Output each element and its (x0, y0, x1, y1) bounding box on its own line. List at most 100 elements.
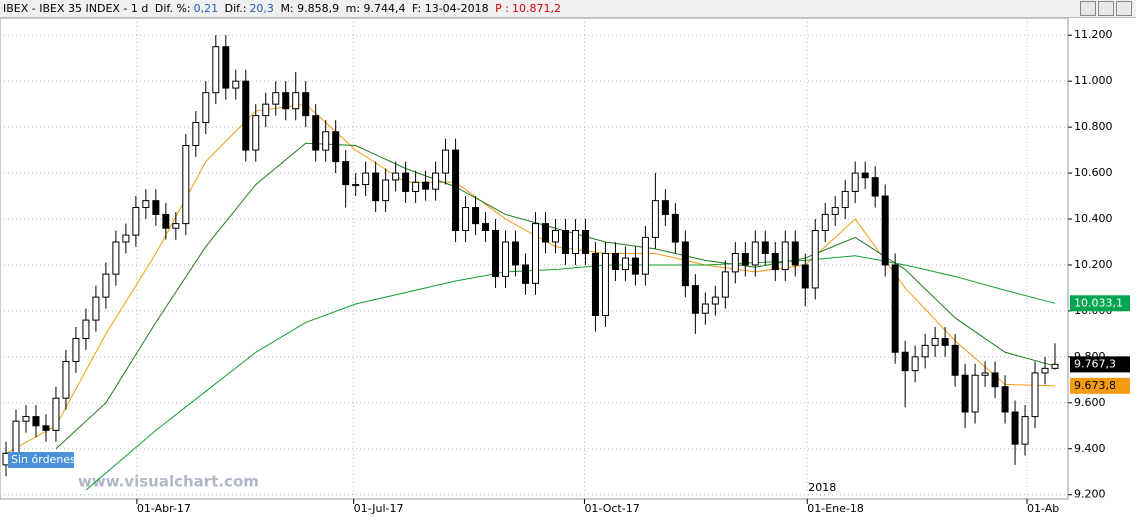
header-bar: IBEX - IBEX 35 INDEX - 1 d Dif. %: 0,21 D… (0, 0, 1136, 18)
candle-body (442, 149, 450, 174)
candle-body (791, 241, 799, 266)
candle-body (541, 223, 549, 243)
price-label: 10.033,1 (1074, 296, 1123, 309)
candle-body (172, 223, 180, 229)
x-tick-label: 01-Ene-18 (807, 502, 864, 515)
candle-body (92, 296, 100, 321)
candle-body (332, 131, 340, 163)
candle-body (661, 200, 669, 215)
candle-body (122, 234, 130, 243)
candle-body (921, 344, 929, 358)
candle-body (611, 252, 619, 271)
candle-body (691, 285, 699, 314)
candle-body (212, 46, 220, 94)
candle-body (1021, 416, 1029, 445)
candle-body (841, 190, 849, 209)
candle-body (162, 213, 170, 229)
candle-body (621, 257, 629, 271)
candle-body (422, 181, 430, 190)
label: Dif.: (224, 2, 247, 15)
candle-body (731, 252, 739, 273)
candle-body (651, 200, 659, 238)
candle-body (551, 230, 559, 243)
moving-average (85, 255, 1056, 491)
candle-body (601, 252, 609, 317)
candle-body (512, 241, 520, 266)
price-label: 9.673,8 (1074, 379, 1116, 392)
watermark: www.visualchart.com (78, 473, 259, 491)
candle-body (322, 131, 330, 151)
candle-body (82, 319, 90, 339)
candle-body (42, 425, 50, 431)
candle-body (941, 337, 949, 346)
close-button[interactable] (1116, 1, 1132, 16)
status: Sin órdenes (11, 453, 76, 466)
candle-body (761, 241, 769, 254)
candle-body (821, 213, 829, 232)
candle-body (492, 230, 500, 277)
candle-body (242, 80, 250, 151)
candle-body (252, 115, 260, 151)
candle-body (1041, 367, 1049, 374)
candle-body (801, 264, 809, 289)
candle-body (432, 172, 440, 190)
candle-body (1031, 372, 1039, 418)
candle-body (382, 179, 390, 202)
candle-body (452, 149, 460, 232)
candle-body (52, 397, 60, 431)
candle-body (472, 207, 480, 225)
y-tick-label: 10.600 (1074, 166, 1113, 179)
candle-body (12, 420, 20, 454)
candle-body (402, 172, 410, 192)
minimize-button[interactable] (1080, 1, 1096, 16)
x-tick-label: 01-Oct-17 (584, 502, 639, 515)
candle-body (202, 92, 210, 124)
candle-body (482, 223, 490, 232)
y-tick-label: 11.200 (1074, 28, 1113, 41)
candle-body (531, 223, 539, 284)
candle-body (891, 264, 899, 353)
y-tick-label: 10.400 (1074, 212, 1113, 225)
candle-body (881, 195, 889, 266)
candle-body (701, 303, 709, 314)
candle-body (751, 241, 759, 266)
candle-body (671, 213, 679, 243)
candle-body (931, 337, 939, 346)
candle-body (591, 252, 599, 317)
label: P : (495, 2, 509, 15)
candle-body (302, 92, 310, 117)
candle-body (911, 356, 919, 372)
candle-body (262, 103, 270, 117)
candle-body (971, 374, 979, 413)
candle-body (771, 252, 779, 271)
x-tick-label: 01-Ab (1027, 502, 1059, 515)
label: Dif. %: (154, 2, 191, 15)
candle-body (102, 273, 110, 298)
x-tick-label: 01-Jul-17 (354, 502, 404, 515)
value: F: 13-04-2018 (412, 2, 489, 15)
value: 10.871,2 (511, 2, 561, 15)
candle-body (152, 200, 160, 215)
candle-body (831, 207, 839, 215)
candle-body (312, 115, 320, 151)
candle-body (861, 172, 869, 179)
price-label-box (1070, 295, 1130, 312)
year-label: 2018 (808, 481, 836, 494)
y-tick-label: 9.200 (1074, 488, 1106, 501)
candle-body (981, 372, 989, 376)
maximize-button[interactable] (1098, 1, 1114, 16)
candle-body (1001, 386, 1009, 413)
candle-body (222, 46, 230, 89)
value: 20,3 (249, 2, 274, 15)
candle-body (1011, 411, 1019, 445)
candle-body (781, 241, 789, 271)
candle-body (32, 416, 40, 427)
candle-body (132, 207, 140, 236)
candle-body (182, 145, 190, 225)
candle-body (342, 161, 350, 186)
y-tick-label: 10.200 (1074, 258, 1113, 271)
price-label-box (1070, 356, 1130, 373)
chart: 9.2009.4009.6009.80010.00010.20010.40010… (0, 18, 1130, 515)
candle-body (372, 172, 380, 202)
status-box (8, 452, 74, 468)
